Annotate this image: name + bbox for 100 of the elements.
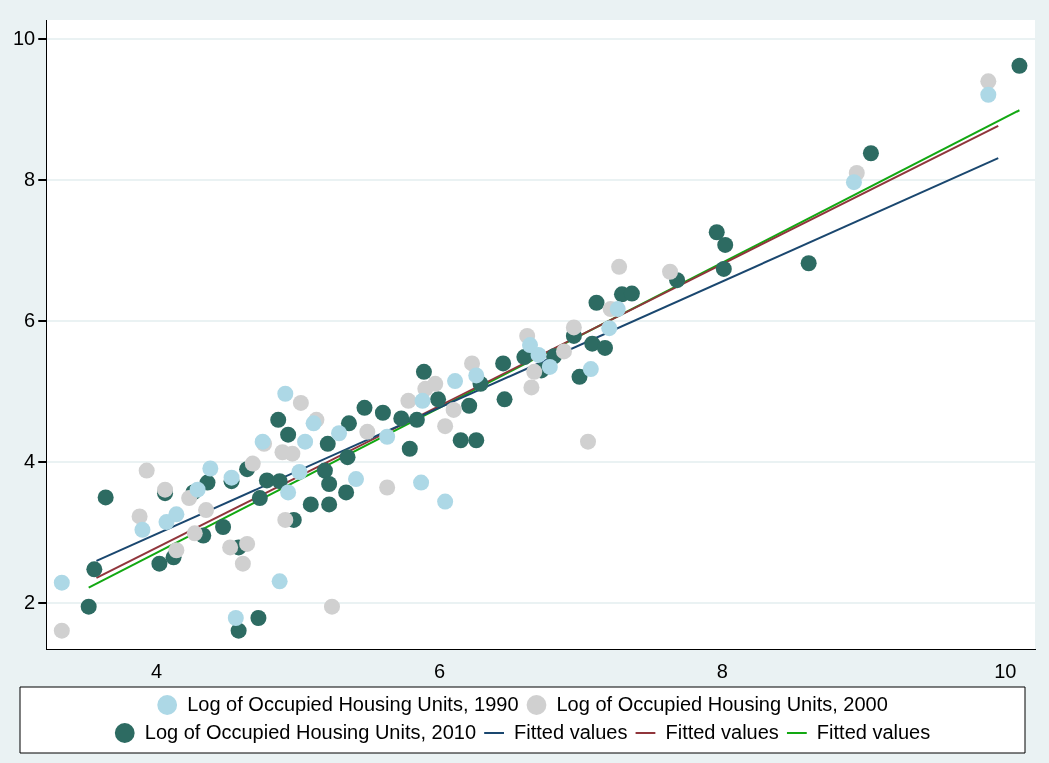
point: [800, 255, 817, 272]
point: [271, 573, 288, 590]
point: [134, 521, 151, 538]
point: [523, 379, 540, 396]
point: [522, 337, 539, 354]
point: [151, 555, 168, 572]
point: [280, 426, 297, 443]
point: [571, 368, 588, 385]
point: [284, 445, 301, 462]
point: [348, 471, 365, 488]
legend-label: Fitted values: [665, 720, 779, 743]
point: [526, 363, 543, 380]
point: [323, 598, 340, 615]
point: [611, 258, 628, 275]
point: [717, 236, 734, 253]
x-tick-label: 6: [433, 659, 446, 682]
point: [168, 506, 185, 523]
legend-label: Log of Occupied Housing Units, 2010: [144, 720, 477, 743]
point: [234, 555, 251, 572]
point: [430, 391, 447, 408]
legend-label: Fitted values: [816, 720, 931, 743]
point: [86, 561, 103, 578]
point: [437, 418, 454, 435]
point: [980, 86, 997, 103]
point: [427, 375, 444, 392]
point: [414, 392, 431, 409]
point: [437, 493, 454, 510]
point: [321, 496, 338, 513]
point: [468, 432, 485, 449]
point: [222, 539, 239, 556]
point: [292, 394, 309, 411]
point: [338, 484, 355, 501]
point: [555, 343, 572, 360]
point: [413, 474, 430, 491]
point: [461, 397, 478, 414]
point: [280, 484, 297, 501]
point: [393, 410, 410, 427]
point: [277, 385, 294, 402]
point: [80, 598, 97, 615]
point: [580, 433, 597, 450]
point: [271, 473, 288, 490]
point: [379, 479, 396, 496]
point: [270, 411, 287, 428]
point: [374, 404, 391, 421]
legend-label: Log of Occupied Housing Units, 2000: [556, 692, 888, 715]
point: [415, 363, 432, 380]
point: [468, 367, 485, 384]
point: [53, 574, 70, 591]
point: [356, 399, 373, 416]
y-tick-label: 6: [24, 308, 36, 331]
y-tick-label: 2: [24, 590, 36, 613]
point: [495, 355, 512, 372]
point: [596, 339, 613, 356]
point: [331, 425, 348, 442]
point: [588, 294, 605, 311]
point: [291, 464, 308, 481]
point: [138, 462, 155, 479]
point: [582, 361, 599, 378]
point: [131, 508, 148, 525]
point: [662, 263, 679, 280]
point: [239, 535, 256, 552]
point: [198, 502, 215, 519]
y-tick-label: 10: [13, 26, 36, 49]
point: [565, 319, 582, 336]
point: [452, 432, 469, 449]
point: [339, 449, 356, 466]
y-tick-label: 8: [24, 167, 36, 190]
y-tick-label: 4: [24, 449, 36, 472]
point: [223, 469, 240, 486]
point: [496, 391, 513, 408]
point: [168, 542, 185, 559]
point: [530, 346, 547, 363]
point: [250, 609, 267, 626]
point: [541, 358, 558, 375]
point: [845, 174, 862, 191]
point: [97, 489, 114, 506]
point: [401, 440, 418, 457]
point: [244, 455, 261, 472]
legend-label: Log of Occupied Housing Units, 1990: [187, 692, 519, 715]
x-tick-label: 4: [151, 659, 163, 682]
legend-label: Fitted values: [514, 720, 628, 743]
point: [447, 373, 464, 390]
point: [321, 475, 338, 492]
point: [227, 609, 244, 626]
point: [297, 433, 314, 450]
point: [400, 392, 417, 409]
point: [715, 260, 732, 277]
point: [319, 435, 336, 452]
point: [53, 622, 70, 639]
point: [316, 462, 333, 479]
point: [584, 335, 601, 352]
point: [251, 490, 268, 507]
point: [609, 301, 626, 318]
point: [408, 411, 425, 428]
point: [305, 415, 322, 432]
point: [980, 73, 997, 90]
point: [202, 460, 219, 477]
point: [157, 481, 174, 498]
x-tick-label: 8: [716, 659, 728, 682]
x-tick-label: 10: [994, 659, 1017, 682]
